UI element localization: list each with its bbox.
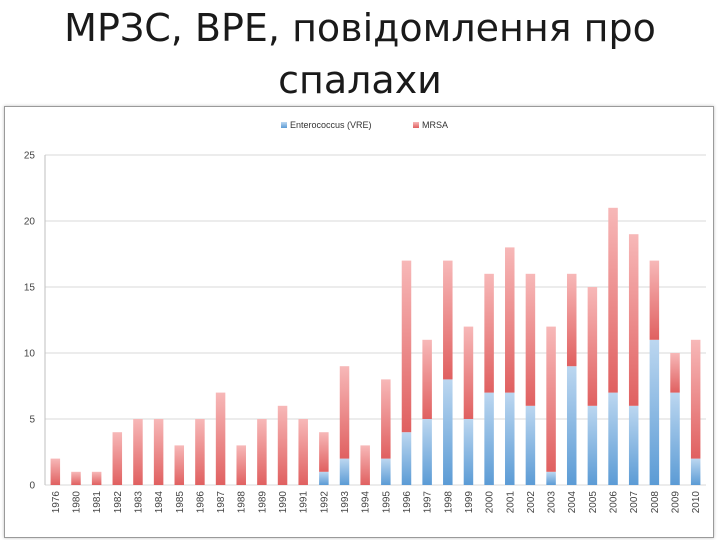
x-tick-label: 2010: [691, 491, 702, 514]
bar-mrsa-1993: [339, 366, 350, 459]
bar-vre-2006: [608, 392, 618, 485]
bar-vre-2001: [505, 392, 515, 485]
y-tick-label: 0: [29, 481, 35, 492]
x-tick-label: 1989: [257, 491, 268, 514]
legend-label-mrsa: MRSA: [422, 120, 448, 130]
bar-mrsa-1996: [401, 260, 412, 433]
x-tick-label: 1990: [278, 491, 289, 514]
bar-vre-2010: [690, 458, 701, 485]
x-tick-label: 1983: [133, 491, 144, 514]
bar-mrsa-1994: [360, 445, 370, 485]
chart-frame: Enterococcus (VRE) MRSA 0 5 10 15 20 25 1976 1…: [4, 106, 714, 538]
bar-mrsa-1998: [443, 260, 453, 380]
bar-mrsa-1986: [195, 419, 205, 485]
x-tick-label: 1984: [154, 491, 165, 514]
x-tick-label: 1993: [340, 491, 351, 514]
x-tick-label: 1998: [443, 491, 454, 514]
x-tick-label: 2001: [505, 491, 516, 514]
bar-vre-2002: [525, 405, 536, 485]
x-tick-label: 1981: [92, 491, 103, 514]
bar-vre-2007: [628, 405, 639, 485]
bar-mrsa-2008: [649, 260, 660, 340]
x-tick-label: 2004: [567, 491, 578, 514]
bar-vre-2008: [649, 339, 660, 485]
y-tick-label: 20: [24, 217, 36, 228]
x-tick-label: 2007: [629, 491, 640, 514]
chart-legend: Enterococcus (VRE) MRSA: [281, 120, 448, 130]
x-tick-label: 1988: [237, 491, 248, 514]
x-tick-label: 2000: [485, 491, 496, 514]
bar-vre-1992: [319, 471, 329, 485]
x-tick-label: 1991: [299, 491, 310, 514]
x-tick-label: 1994: [361, 491, 372, 514]
bar-mrsa-1976: [50, 458, 61, 485]
legend-swatch-vre: [281, 122, 287, 128]
stacked-bar-chart: Enterococcus (VRE) MRSA 0 5 10 15 20 25 1976 1…: [24, 120, 706, 514]
bar-mrsa-1980: [71, 471, 81, 485]
x-tick-label: 1997: [423, 491, 434, 514]
bar-mrsa-2003: [546, 326, 556, 472]
x-tick-label: 1985: [175, 491, 186, 514]
legend-label-vre: Enterococcus (VRE): [290, 120, 372, 130]
x-tick-label: 1980: [71, 491, 82, 514]
x-tick-label: 1982: [113, 491, 124, 514]
bar-vre-1995: [381, 458, 391, 485]
bar-vre-2009: [670, 392, 680, 485]
x-tick-label: 2005: [588, 491, 599, 514]
bar-vre-1998: [443, 379, 453, 485]
x-tick-label: 1996: [402, 491, 413, 514]
bar-mrsa-2009: [670, 353, 680, 393]
slide-title: МРЗС, ВРЕ, повідомлення про спалахи: [0, 2, 720, 106]
bar-mrsa-1997: [422, 339, 432, 419]
x-tick-label: 2009: [671, 491, 682, 514]
y-tick-label: 10: [24, 349, 36, 360]
bar-vre-2003: [546, 471, 556, 485]
x-tick-label: 1995: [381, 491, 392, 514]
bar-mrsa-2006: [608, 207, 618, 393]
x-tick-label: 1992: [319, 491, 330, 514]
bar-vre-1997: [422, 419, 432, 485]
slide-title-line-2: спалахи: [278, 58, 442, 102]
x-tick-label: 2008: [650, 491, 661, 514]
bar-mrsa-1987: [215, 392, 226, 485]
bar-mrsa-1992: [319, 432, 329, 472]
bar-mrsa-2002: [525, 273, 536, 406]
x-tick-label: 2006: [609, 491, 620, 514]
x-tick-label: 1986: [195, 491, 206, 514]
x-tick-label: 2002: [526, 491, 537, 514]
legend-swatch-mrsa: [413, 122, 419, 128]
x-tick-label: 2003: [547, 491, 558, 514]
bar-vre-1996: [401, 432, 412, 485]
bar-vre-1999: [463, 419, 474, 485]
bar-mrsa-2000: [484, 273, 494, 393]
bar-vre-2000: [484, 392, 494, 485]
bar-mrsa-2010: [690, 339, 701, 459]
y-tick-label: 15: [24, 283, 36, 294]
bar-mrsa-1983: [133, 419, 143, 485]
x-tick-label: 1987: [216, 491, 227, 514]
bar-vre-2005: [587, 405, 598, 485]
bar-vre-2004: [566, 366, 577, 485]
bar-mrsa-1991: [298, 419, 308, 485]
bar-mrsa-1995: [381, 379, 391, 459]
slide-title-line-1: МРЗС, ВРЕ, повідомлення про: [64, 6, 656, 50]
x-tick-label: 1999: [464, 491, 475, 514]
bar-mrsa-1990: [277, 405, 288, 485]
bar-mrsa-2007: [628, 234, 639, 406]
bar-mrsa-2005: [587, 287, 598, 406]
x-tick-label: 1976: [51, 491, 62, 514]
bar-mrsa-1988: [236, 445, 246, 485]
bar-mrsa-2001: [505, 247, 515, 393]
bar-mrsa-2004: [566, 273, 577, 367]
bar-mrsa-1984: [153, 419, 164, 485]
bar-mrsa-1985: [174, 445, 185, 485]
bar-mrsa-1981: [91, 471, 102, 485]
bar-mrsa-1999: [463, 326, 474, 419]
bar-mrsa-1989: [257, 419, 267, 485]
bar-mrsa-1982: [112, 432, 123, 485]
bar-vre-1993: [339, 458, 350, 485]
y-tick-label: 25: [24, 151, 36, 162]
y-tick-label: 5: [29, 415, 35, 426]
